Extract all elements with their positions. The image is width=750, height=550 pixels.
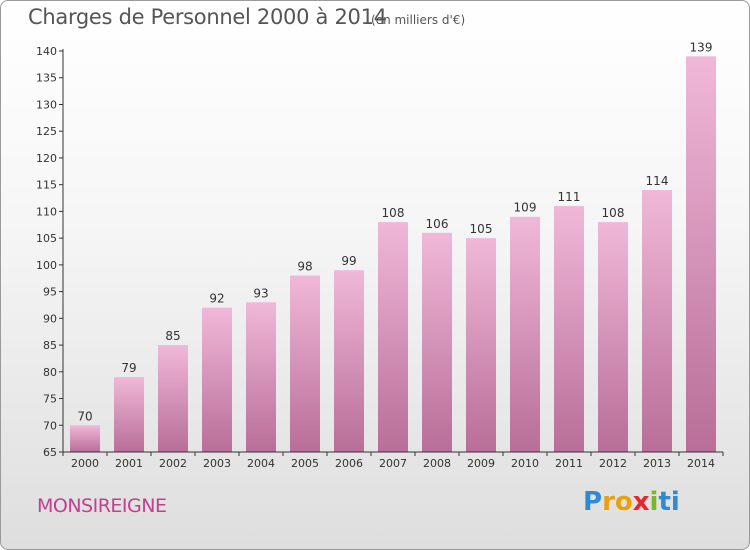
- y-tick-label: 135: [36, 72, 57, 85]
- bar: [246, 302, 276, 452]
- x-tick-label: 2003: [203, 457, 231, 470]
- y-tick-label: 110: [36, 205, 57, 218]
- y-tick-label: 65: [43, 446, 57, 459]
- data-label: 79: [121, 361, 136, 375]
- x-tick-label: 2002: [159, 457, 187, 470]
- x-tick-label: 2004: [247, 457, 275, 470]
- logo-letter: P: [583, 487, 603, 517]
- data-label: 98: [297, 260, 312, 274]
- bar: [202, 307, 232, 452]
- bar: [70, 425, 100, 452]
- chart-subtitle: (en milliers d'€): [371, 13, 466, 27]
- logo-letter: o: [614, 487, 633, 517]
- logo-letter: i: [649, 487, 659, 517]
- y-tick-label: 80: [43, 366, 57, 379]
- data-label: 92: [209, 292, 224, 306]
- proxiti-logo[interactable]: Proxiti: [583, 487, 680, 517]
- y-tick-label: 140: [36, 45, 57, 58]
- bar: [334, 270, 364, 452]
- x-tick-label: 2000: [71, 457, 99, 470]
- y-tick-label: 85: [43, 339, 57, 352]
- x-tick-label: 2013: [643, 457, 671, 470]
- x-tick-label: 2005: [291, 457, 319, 470]
- y-tick-label: 130: [36, 98, 57, 111]
- bar: [378, 222, 408, 452]
- bar: [554, 206, 584, 452]
- data-label: 114: [646, 174, 669, 188]
- data-label: 139: [690, 40, 713, 54]
- bar: [114, 377, 144, 452]
- bar: [510, 216, 540, 452]
- data-label: 70: [77, 409, 92, 423]
- x-tick-label: 2008: [423, 457, 451, 470]
- logo-letter: r: [602, 487, 615, 517]
- commune-name: MONSIREIGNE: [37, 495, 167, 517]
- bar: [642, 190, 672, 452]
- y-tick-label: 70: [43, 419, 57, 432]
- x-tick-label: 2001: [115, 457, 143, 470]
- x-tick-label: 2009: [467, 457, 495, 470]
- data-label: 85: [165, 329, 180, 343]
- bar: [598, 222, 628, 452]
- y-tick-label: 90: [43, 312, 57, 325]
- data-label: 106: [426, 217, 449, 231]
- data-label: 111: [558, 190, 581, 204]
- data-label: 105: [470, 222, 493, 236]
- bar: [158, 345, 188, 452]
- y-tick-label: 115: [36, 179, 57, 192]
- y-tick-label: 125: [36, 125, 57, 138]
- x-tick-label: 2012: [599, 457, 627, 470]
- bar: [422, 232, 452, 452]
- data-label: 93: [253, 286, 268, 300]
- logo-letter: ti: [658, 487, 680, 517]
- y-tick-label: 95: [43, 286, 57, 299]
- data-label: 108: [382, 206, 405, 220]
- bar: [290, 275, 320, 452]
- bar: [686, 56, 716, 452]
- y-tick-label: 100: [36, 259, 57, 272]
- y-tick-label: 75: [43, 393, 57, 406]
- x-tick-label: 2006: [335, 457, 363, 470]
- y-tick-label: 105: [36, 232, 57, 245]
- data-label: 108: [602, 206, 625, 220]
- y-tick-label: 120: [36, 152, 57, 165]
- x-tick-label: 2010: [511, 457, 539, 470]
- bar: [466, 238, 496, 452]
- x-tick-label: 2007: [379, 457, 407, 470]
- chart-title: Charges de Personnel 2000 à 2014: [28, 5, 387, 29]
- logo-letter: x: [632, 487, 650, 517]
- x-tick-label: 2011: [555, 457, 583, 470]
- x-tick-label: 2014: [687, 457, 715, 470]
- data-label: 99: [341, 254, 356, 268]
- data-label: 109: [514, 201, 537, 215]
